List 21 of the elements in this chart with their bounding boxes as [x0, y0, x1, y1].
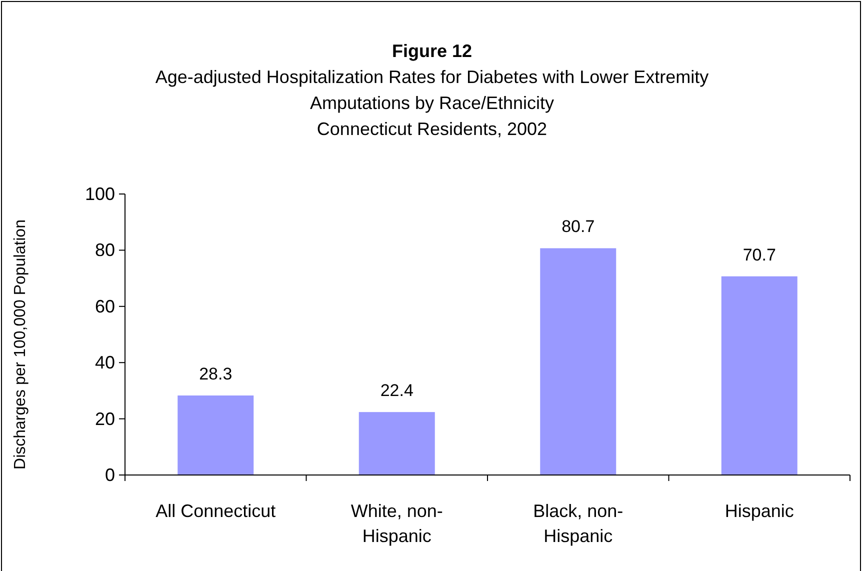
data-label: 70.7	[742, 245, 776, 264]
x-tick-label: Black, non-Hispanic	[533, 501, 624, 546]
y-tick-label: 0	[104, 465, 115, 485]
bar	[540, 248, 616, 475]
bar	[178, 395, 254, 475]
data-label: 28.3	[199, 364, 232, 384]
bar	[721, 276, 798, 475]
y-tick-label: 100	[84, 184, 115, 204]
x-tick-label: All Connecticut	[156, 501, 276, 521]
data-label: 22.4	[380, 381, 414, 400]
chart-subtitle: Age-adjusted Hospitalization Rates for Diabetes with Lower Extremity Amputations by Race/Ethnicity Connecticut Residents, 2002	[155, 67, 709, 139]
chart-title: Figure 12	[392, 41, 472, 61]
bar	[358, 412, 435, 475]
y-tick-label: 80	[94, 240, 115, 260]
x-tick-label: Hispanic	[724, 501, 794, 521]
data-label: 80.7	[562, 217, 595, 236]
y-tick-label: 20	[94, 408, 115, 429]
y-tick-label: 40	[94, 352, 115, 373]
y-tick-label: 60	[94, 296, 115, 316]
x-tick-label: White, non-Hispanic	[350, 501, 443, 546]
y-axis-title: Discharges per 100,000 Population	[12, 220, 29, 470]
